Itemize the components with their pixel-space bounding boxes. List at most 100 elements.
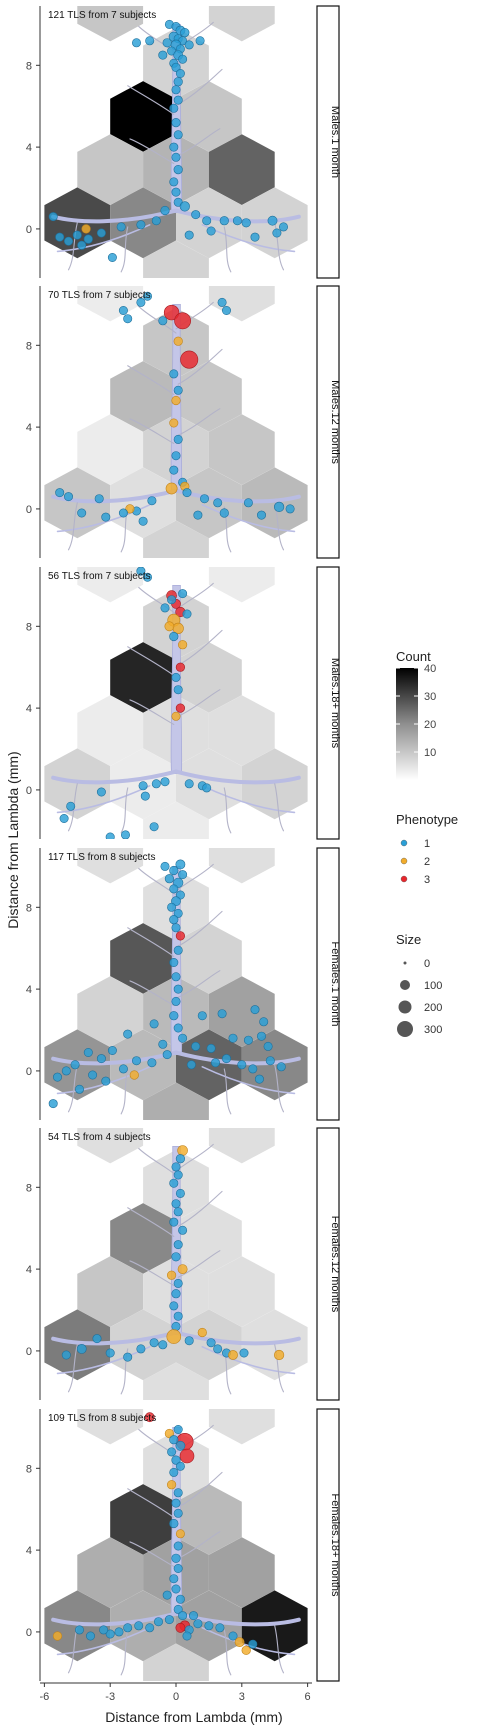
tls-point: [70, 1060, 80, 1070]
tls-point: [217, 1009, 227, 1019]
tls-point: [171, 1498, 181, 1508]
vessel-branch-shape: [274, 222, 285, 271]
y-tick-label: 0: [26, 785, 32, 797]
hexbin-cell: [176, 1203, 242, 1274]
tls-point: [184, 1336, 194, 1346]
vessel-branch-shape: [129, 699, 175, 726]
tls-point: [162, 1590, 172, 1600]
tls-point: [105, 1348, 115, 1358]
tls-point: [217, 297, 227, 307]
tls-point: [134, 1621, 144, 1631]
tls-point: [52, 1072, 62, 1082]
tls-point: [180, 350, 199, 369]
y-tick-label: 8: [26, 621, 32, 633]
tls-point: [175, 1440, 186, 1451]
tls-point: [64, 492, 74, 502]
tls-point: [204, 1621, 214, 1631]
tls-point: [173, 945, 183, 955]
tls-point: [149, 822, 159, 832]
vessel-branch-shape: [177, 1471, 223, 1508]
facet-strip-label: Males.18+ months: [329, 658, 341, 749]
panel-annotation: 117 TLS from 8 subjects: [48, 852, 155, 863]
tls-point: [164, 621, 175, 632]
tls-point: [173, 77, 183, 87]
tls-point: [164, 1428, 174, 1439]
hexbin-cell: [143, 801, 209, 839]
plot-area: [44, 567, 308, 839]
panel-annotation: 121 TLS from 7 subjects: [48, 10, 156, 21]
x-tick-label: 6: [305, 1691, 311, 1703]
tls-point: [123, 1029, 133, 1039]
hexbin-cell: [77, 848, 144, 884]
y-tick-label: 4: [26, 422, 32, 434]
vessel-branch-shape: [56, 1066, 151, 1095]
tls-point: [118, 1064, 128, 1074]
size-legend-label: 0: [424, 958, 430, 970]
tls-point: [147, 496, 157, 506]
facet-panel: 0 4 8 56 TLS from 7 subjects Males.18+ month…: [26, 566, 341, 840]
vessel-branch-shape: [175, 863, 214, 892]
tls-point: [171, 1162, 181, 1172]
tls-point: [171, 395, 181, 406]
plot-area: [44, 1128, 308, 1400]
size-legend-label: 300: [424, 1024, 442, 1036]
hexbin-cell: [176, 748, 242, 820]
vessel-branch-shape: [129, 1260, 175, 1287]
hexbin-cell: [110, 642, 176, 713]
hexbin-cell: [110, 1203, 176, 1274]
vessel-branch-shape: [138, 1147, 177, 1176]
vessel-branch-shape: [67, 502, 78, 551]
vessel-branch-shape: [174, 1330, 301, 1346]
tls-point: [254, 1074, 264, 1084]
hexbin-cell: [208, 695, 275, 766]
hexbin-cell: [77, 134, 144, 205]
tls-point: [171, 187, 181, 197]
vessel-branch-shape: [177, 910, 223, 947]
tls-point: [59, 813, 69, 823]
tls-point: [191, 1041, 201, 1051]
vessel-branch-shape: [177, 128, 221, 156]
vessel-branch-shape: [177, 408, 221, 436]
hexbin-cell: [143, 520, 209, 558]
tls-point: [232, 216, 242, 226]
x-axis: -6 -3 0 3 6: [39, 1682, 312, 1703]
tls-point: [149, 1338, 159, 1348]
hexbin-cell: [208, 1409, 275, 1445]
vessel-branch-shape: [120, 1068, 129, 1115]
tls-point: [250, 1005, 260, 1015]
tls-point: [92, 1334, 102, 1344]
phenotype-legend-items: 1 2 3: [400, 838, 430, 886]
tls-point: [259, 1017, 269, 1027]
hexbin-cell: [208, 1537, 275, 1608]
hexbin-cell: [176, 642, 242, 713]
vessel-branch-shape: [129, 1541, 175, 1568]
tls-point: [263, 1041, 273, 1051]
tls-point: [171, 996, 181, 1006]
tls-point: [64, 236, 74, 246]
vessel-branch-shape: [56, 785, 151, 814]
tls-point: [66, 801, 76, 811]
tls-point: [182, 488, 192, 498]
tls-point: [173, 1564, 183, 1574]
vessel-branch-shape: [120, 226, 129, 273]
size-legend-key: [400, 980, 410, 990]
tls-point: [175, 69, 185, 79]
vessel-branch-shape: [120, 1629, 129, 1676]
tls-point: [121, 830, 130, 839]
y-tick-label: 4: [26, 142, 32, 154]
plot-area: [44, 1409, 308, 1681]
tls-point: [228, 1631, 238, 1641]
tls-point: [99, 1625, 109, 1635]
tls-point: [72, 230, 82, 240]
vessel-branch-shape: [177, 629, 223, 666]
facet-strip-label: Females.12 months: [329, 1216, 341, 1313]
tls-point: [55, 488, 65, 498]
hexbin-cell: [110, 361, 176, 432]
vessel-branch-shape: [67, 1344, 78, 1393]
y-tick-label: 0: [26, 504, 32, 516]
tls-point: [107, 1046, 117, 1056]
tls-point: [171, 1584, 181, 1594]
tls-point: [234, 1637, 245, 1647]
tls-point: [173, 984, 183, 994]
vessel-branch-shape: [129, 980, 175, 1007]
